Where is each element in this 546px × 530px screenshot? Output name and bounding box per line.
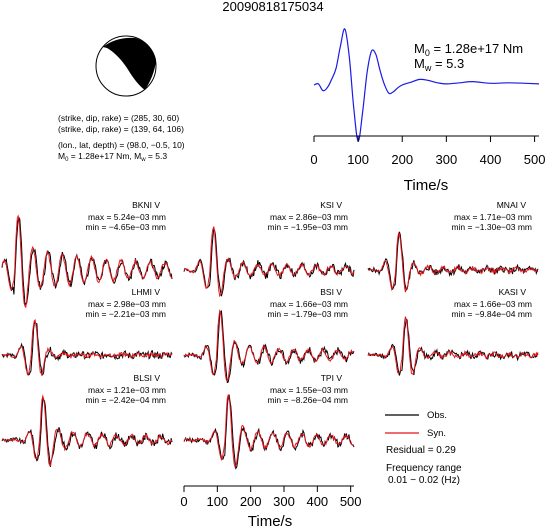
station-name: BSI V bbox=[320, 287, 342, 297]
stf-mw-label: Mw = 5.3 bbox=[414, 56, 464, 73]
waveform-time-axis: 0 100 200 300 400 500 Time/s bbox=[180, 485, 362, 530]
station-max: max = 5.24e−03 mm bbox=[88, 212, 166, 222]
stf-x-tick-label: 0 bbox=[310, 152, 317, 167]
legend-freq-line2: 0.01 − 0.02 (Hz) bbox=[388, 475, 460, 486]
param-line-4: M0 = 1.28e+17 Nm, Mw = 5.3 bbox=[58, 151, 167, 163]
synthetic-trace bbox=[367, 316, 539, 375]
station-min: min = −2.42e−04 mm bbox=[85, 395, 166, 405]
synthetic-trace bbox=[1, 394, 173, 467]
synthetic-trace bbox=[367, 232, 539, 293]
stf-x-tick-label: 100 bbox=[347, 152, 369, 167]
param-line-2: (strike, dip, rake) = (139, 64, 106) bbox=[58, 124, 184, 134]
station-max: max = 1.66e−03 mm bbox=[270, 299, 348, 309]
synthetic-trace bbox=[183, 309, 355, 382]
stf-x-tick-label: 300 bbox=[436, 152, 458, 167]
station-max: max = 1.55e−03 mm bbox=[270, 385, 348, 395]
station-name: MNAI V bbox=[497, 200, 527, 210]
observed-trace bbox=[1, 321, 173, 376]
legend-obs-label: Obs. bbox=[427, 410, 447, 421]
station-max: max = 2.98e−03 mm bbox=[88, 299, 166, 309]
observed-trace bbox=[183, 394, 355, 470]
wave-x-tick-label: 100 bbox=[206, 494, 228, 509]
legend-residual: Residual = 0.29 bbox=[386, 445, 456, 456]
stf-x-tick-label: 200 bbox=[391, 152, 413, 167]
station-name: BKNI V bbox=[132, 200, 160, 210]
legend: Obs. Syn. Residual = 0.29 Frequency rang… bbox=[385, 410, 462, 486]
station-min: min = −1.95e−03 mm bbox=[267, 222, 348, 232]
observed-trace bbox=[183, 227, 355, 297]
synthetic-trace bbox=[1, 319, 173, 377]
figure-title: 20090818175034 bbox=[222, 0, 323, 14]
stf-x-axis-label: Time/s bbox=[404, 177, 448, 194]
station-min: min = −1.79e−03 mm bbox=[267, 309, 348, 319]
beachball-icon bbox=[95, 35, 157, 97]
stf-series-line bbox=[313, 28, 540, 142]
station-name: BLSI V bbox=[134, 373, 161, 383]
station-min: min = −8.26e−04 mm bbox=[267, 395, 348, 405]
param-line-1: (strike, dip, rake) = (285, 30, 60) bbox=[58, 113, 179, 123]
station-max: max = 1.71e−03 mm bbox=[454, 212, 532, 222]
observed-trace bbox=[367, 231, 539, 291]
legend-freq-line1: Frequency range bbox=[386, 463, 462, 474]
station-max: max = 2.86e−03 mm bbox=[270, 212, 348, 222]
legend-syn-label: Syn. bbox=[427, 428, 446, 439]
wave-x-tick-label: 400 bbox=[306, 494, 328, 509]
wave-x-tick-label: 200 bbox=[240, 494, 262, 509]
station-name: KASI V bbox=[499, 287, 527, 297]
observed-trace bbox=[183, 310, 355, 384]
stf-panel: M0 = 1.28e+17 Nm Mw = 5.3 0 100 200 300 400 5… bbox=[310, 28, 546, 194]
station-name: LHMI V bbox=[132, 287, 161, 297]
stf-m0-label: M0 = 1.28e+17 Nm bbox=[414, 41, 523, 58]
param-line-3: (lon., lat, depth) = (98.0, −0.5, 10) bbox=[58, 140, 185, 150]
station-max: max = 1.21e−03 mm bbox=[88, 385, 166, 395]
station-name: TPI V bbox=[321, 373, 343, 383]
station-max: max = 1.66e−03 mm bbox=[454, 299, 532, 309]
station-min: min = −2.21e−03 mm bbox=[85, 309, 166, 319]
stf-x-tick-label: 500 bbox=[524, 152, 546, 167]
synthetic-trace bbox=[1, 214, 173, 309]
wave-x-tick-label: 500 bbox=[340, 494, 362, 509]
synthetic-trace bbox=[183, 226, 355, 298]
synthetic-trace bbox=[183, 394, 355, 468]
wave-x-tick-label: 0 bbox=[180, 494, 187, 509]
station-min: min = −1.30e−03 mm bbox=[451, 222, 532, 232]
station-min: min = −4.65e−03 mm bbox=[85, 222, 166, 232]
wave-x-axis-label: Time/s bbox=[248, 513, 292, 530]
station-name: KSI V bbox=[320, 200, 342, 210]
wave-x-tick-label: 300 bbox=[273, 494, 295, 509]
stf-x-tick-label: 400 bbox=[480, 152, 502, 167]
station-min: min = −9.84e−04 mm bbox=[451, 309, 532, 319]
